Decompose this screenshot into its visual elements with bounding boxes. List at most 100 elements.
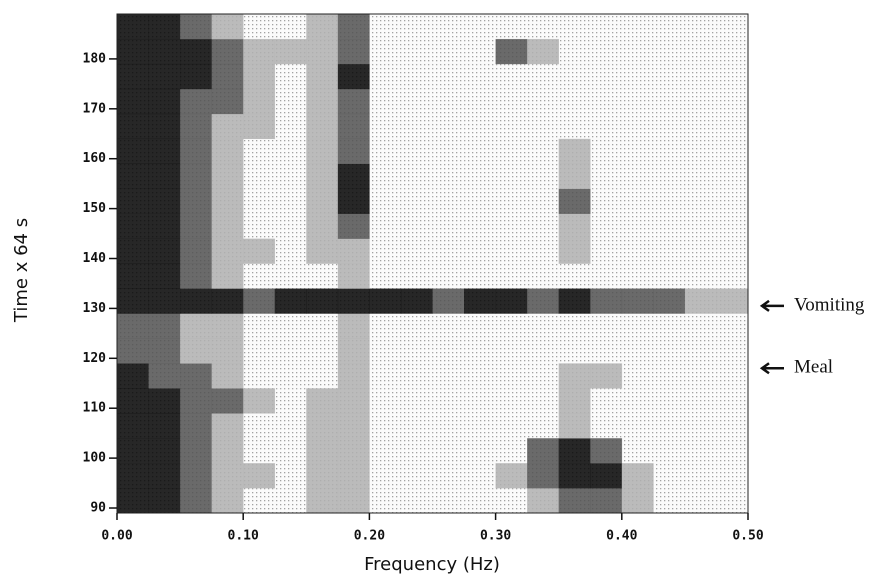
annotation-arrow — [759, 362, 784, 375]
heatmap-cell — [716, 363, 749, 389]
heatmap-cell — [337, 413, 370, 439]
x-tick-label: 0.00 — [101, 529, 132, 544]
heatmap-cell — [590, 388, 623, 414]
heatmap-cell — [180, 438, 212, 464]
heatmap-cell — [590, 138, 623, 164]
heatmap-cell — [464, 313, 496, 339]
heatmap-cell — [306, 363, 339, 389]
heatmap-cell — [716, 288, 749, 314]
heatmap-cell — [653, 363, 686, 389]
heatmap-cell — [495, 388, 528, 414]
heatmap-cell — [337, 38, 370, 65]
heatmap-cell — [716, 488, 749, 514]
heatmap-cell — [590, 488, 623, 514]
heatmap-cell — [369, 488, 402, 514]
annotation-arrow — [759, 299, 784, 312]
heatmap-cell — [400, 213, 433, 239]
heatmap-cell — [243, 388, 276, 414]
heatmap-cell — [211, 63, 244, 90]
heatmap-cell — [432, 188, 465, 214]
heatmap-cell — [274, 63, 307, 90]
heatmap-cell — [621, 463, 654, 489]
heatmap-cell — [432, 88, 465, 115]
heatmap-cell — [653, 338, 686, 364]
heatmap-cell — [590, 338, 623, 364]
heatmap-cell — [369, 438, 402, 464]
heatmap-cell — [716, 388, 749, 414]
heatmap-cell — [590, 213, 623, 239]
heatmap-cell — [274, 88, 307, 115]
heatmap-cell — [684, 88, 717, 115]
heatmap-cell — [243, 163, 276, 189]
heatmap-cell — [243, 63, 276, 90]
heatmap-cell — [621, 213, 654, 239]
heatmap-cell — [464, 163, 496, 189]
heatmap-cell — [716, 63, 749, 90]
heatmap-cell — [432, 14, 465, 40]
heatmap-cell — [653, 88, 686, 115]
heatmap-cell — [274, 138, 307, 164]
y-tick-label: 150 — [83, 201, 107, 216]
heatmap-cell — [684, 463, 717, 489]
heatmap-cell — [590, 413, 623, 439]
heatmap-cell — [400, 363, 433, 389]
heatmap-cell — [180, 388, 212, 414]
heatmap-cell — [117, 188, 149, 214]
heatmap-cell — [148, 338, 181, 364]
heatmap-cell — [590, 288, 623, 314]
heatmap-cell — [117, 113, 149, 140]
heatmap-cell — [306, 388, 339, 414]
heatmap-cell — [306, 338, 339, 364]
heatmap-cell — [274, 288, 307, 314]
heatmap-cell — [653, 438, 686, 464]
heatmap-cell — [527, 313, 559, 339]
heatmap-cell — [337, 188, 370, 214]
heatmap-cell — [400, 438, 433, 464]
heatmap-cell — [274, 363, 307, 389]
heatmap-cell — [337, 438, 370, 464]
heatmap-cell — [337, 63, 370, 90]
heatmap-cell — [180, 38, 212, 65]
heatmap-cell — [716, 463, 749, 489]
heatmap-cell — [558, 463, 591, 489]
heatmap-cell — [180, 88, 212, 115]
heatmap-cell — [117, 438, 149, 464]
heatmap-cell — [337, 163, 370, 189]
heatmap-cell — [432, 213, 465, 239]
annotation-text: Meal — [794, 357, 833, 378]
heatmap-cell — [495, 63, 528, 90]
heatmap-cell — [716, 413, 749, 439]
heatmap-cell — [306, 413, 339, 439]
heatmap-cell — [148, 463, 181, 489]
heatmap-cell — [495, 413, 528, 439]
heatmap-cell — [274, 188, 307, 214]
heatmap-cell — [180, 463, 212, 489]
heatmap-cell — [432, 63, 465, 90]
heatmap-cell — [211, 438, 244, 464]
heatmap-cell — [148, 363, 181, 389]
heatmap-cell — [243, 14, 276, 40]
heatmap-cell — [558, 63, 591, 90]
heatmap-cell — [684, 438, 717, 464]
heatmap-cell — [180, 163, 212, 189]
x-tick-label: 0.30 — [480, 529, 511, 544]
heatmap-cell — [684, 338, 717, 364]
heatmap-cell — [117, 363, 149, 389]
heatmap-cell — [527, 238, 559, 264]
heatmap-cell — [590, 188, 623, 214]
heatmap-cell — [369, 88, 402, 115]
heatmap-cell — [180, 338, 212, 364]
heatmap-cell — [400, 288, 433, 314]
heatmap-cell — [211, 313, 244, 339]
heatmap-cell — [716, 14, 749, 40]
heatmap-cell — [464, 38, 496, 65]
heatmap-cell — [148, 238, 181, 264]
heatmap-cell — [117, 288, 149, 314]
heatmap-cell — [274, 438, 307, 464]
heatmap-cell — [306, 488, 339, 514]
x-tick-label: 0.50 — [732, 529, 763, 544]
heatmap-cell — [464, 288, 496, 314]
heatmap-cell — [243, 113, 276, 140]
heatmap-cell — [180, 488, 212, 514]
heatmap-cell — [148, 413, 181, 439]
